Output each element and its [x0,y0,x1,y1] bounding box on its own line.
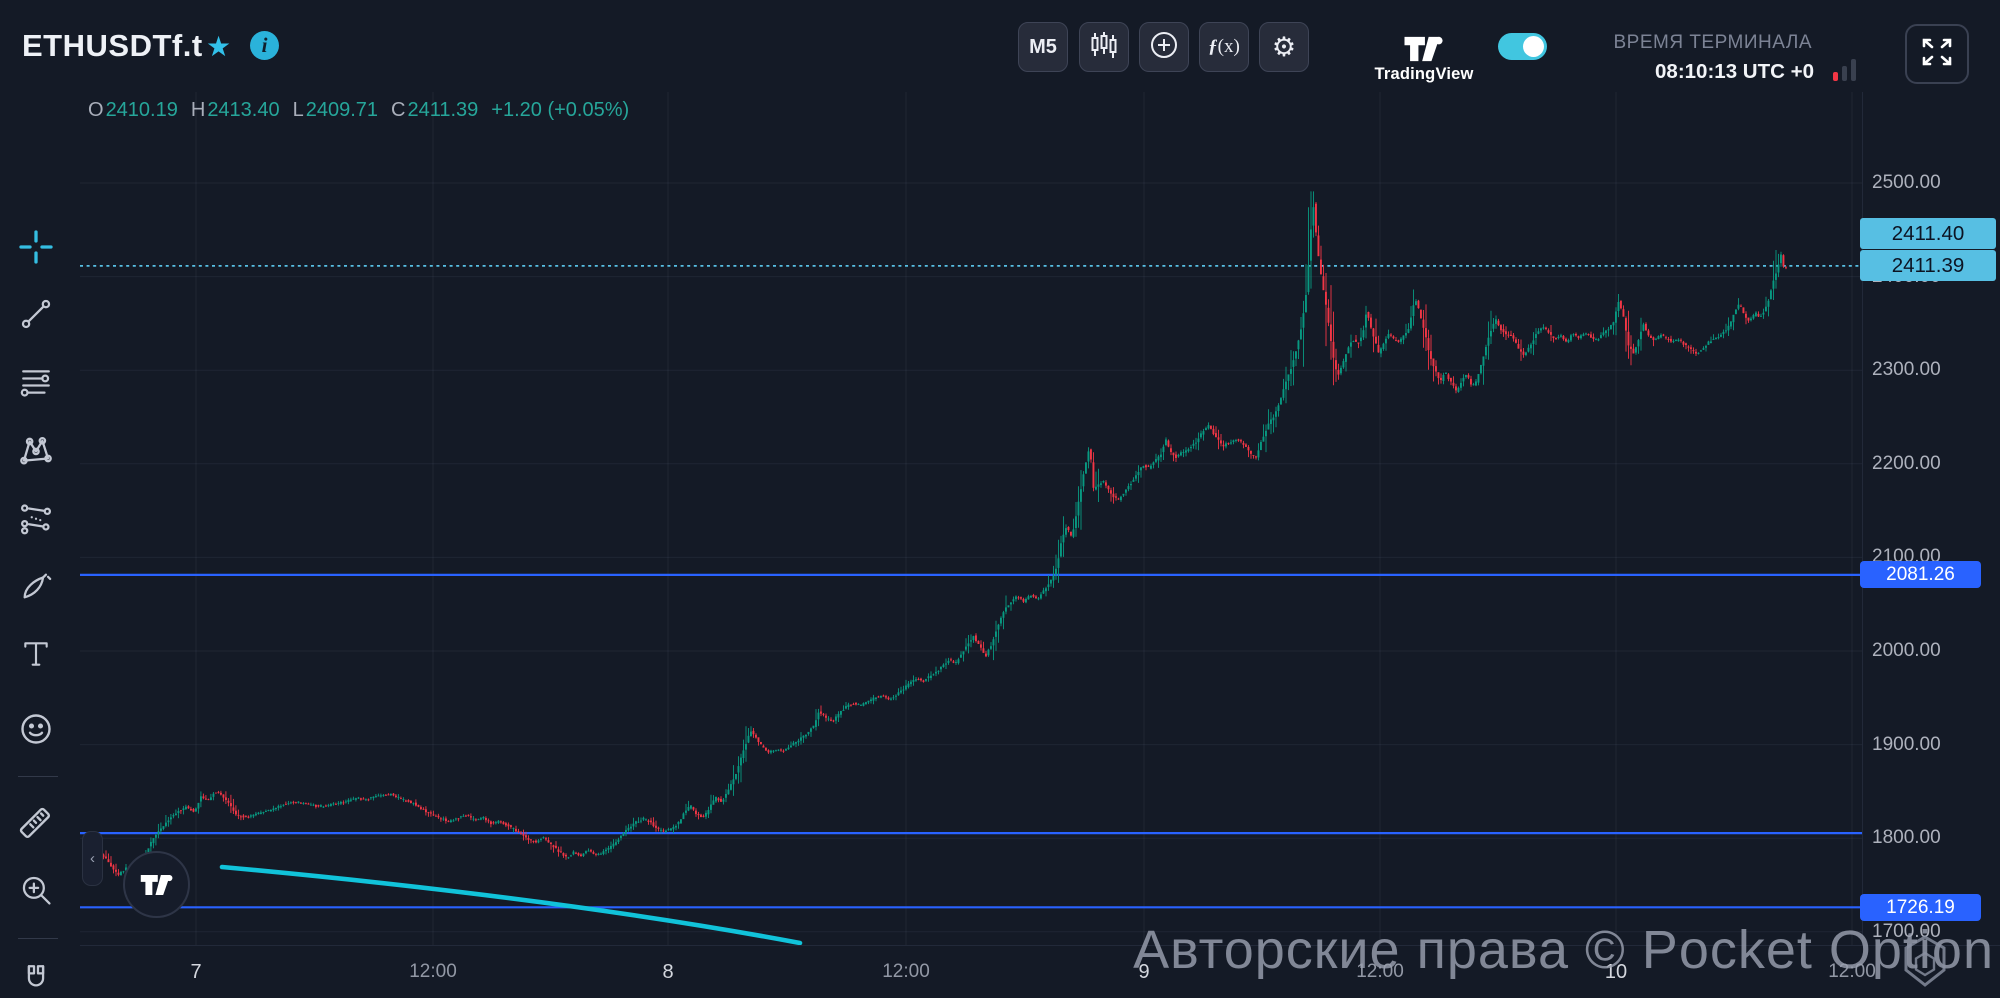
plus-circle-icon [1148,29,1180,66]
fib-retracement-icon [20,370,50,397]
gear-icon: ⚙ [1271,31,1297,62]
tool-fib-retracement[interactable] [14,360,58,404]
tool-zoom-in[interactable] [14,868,58,912]
emoji-icon [21,714,51,744]
current-ask-price-label: 2411.40 [1860,217,1996,249]
favorite-star-icon[interactable]: ★ [206,31,232,62]
chart-style-button[interactable] [1079,22,1129,72]
level-price-label: 2081.26 [1860,561,1981,589]
xabcd-pattern-icon [20,436,52,465]
price-tick: 2500.00 [1872,172,1941,193]
time-tick: 12:00 [1828,961,1876,982]
tool-magnet[interactable] [14,957,58,998]
top-bar: ETHUSDTf.t ★ i M5 [0,0,2000,92]
toolbar-divider [18,938,58,939]
tool-xabcd-pattern[interactable] [14,428,58,472]
time-tick: 12:00 [1356,961,1404,982]
info-icon[interactable]: i [250,31,279,60]
price-tick: 1900.00 [1872,733,1941,755]
pocket-option-hexagon-icon [1899,933,1951,994]
magnet-icon [27,965,45,987]
trend-line-icon [21,299,51,329]
zoom-in-icon [22,876,51,905]
fullscreen-button[interactable] [1905,24,1969,84]
tradingview-label: TradingView [1374,65,1474,83]
symbol-title[interactable]: ETHUSDTf.t [22,28,203,63]
price-tick: 1800.00 [1872,827,1941,849]
settings-button[interactable]: ⚙ [1259,22,1309,72]
price-tick: 2000.00 [1872,640,1941,661]
tool-trend-line[interactable] [14,292,58,336]
low-value: 2409.71 [305,99,379,121]
tradingview-mark-icon [1402,36,1446,62]
sidebar-collapse-handle[interactable]: ‹ [82,831,103,886]
time-tick: 8 [662,961,674,983]
ohlc-legend: O 2410.19 H 2413.40 L 2409.71 C 2411.39 +1.2… [88,99,630,121]
tool-text-tool[interactable] [14,632,58,676]
time-tick: 7 [190,961,202,983]
time-tick: 12:00 [882,961,930,982]
copyright-watermark: Авторские права © Pocket Option [1133,920,1994,980]
tradingview-watermark-icon [123,851,190,918]
indicators-button[interactable]: ƒ(x) [1199,22,1249,72]
tool-ruler[interactable] [14,802,58,846]
crosshair-icon [19,230,53,264]
add-button[interactable] [1139,22,1189,72]
change-value: +1.20 (+0.05%) [491,99,630,121]
price-tick: 2200.00 [1872,452,1941,474]
tool-forecast[interactable] [14,496,58,540]
terminal-time-value: 08:10:13 UTC +0 [1655,60,1814,83]
level-price-label: 1726.19 [1860,893,1981,921]
tool-brush[interactable] [14,564,58,608]
toolbar-divider [18,776,58,777]
time-tick: 10 [1604,961,1628,983]
time-tick: 9 [1138,961,1150,983]
forecast-icon [20,504,52,535]
price-tick: 2300.00 [1872,359,1941,381]
price-axis-separator [1862,92,1863,945]
drawing-toolbar [0,92,80,998]
tradingview-toggle[interactable] [1498,33,1547,60]
terminal-time-label: ВРЕМЯ ТЕРМИНАЛА [1613,32,1812,53]
tool-crosshair[interactable] [14,225,58,269]
close-value: 2411.39 [407,99,479,121]
connection-signal-icon [1833,55,1861,81]
time-tick: 12:00 [409,961,457,982]
fx-icon: ƒ(x) [1208,36,1240,57]
timeframe-button[interactable]: M5 [1018,22,1068,72]
tool-emoji[interactable] [14,707,58,751]
toggle-knob [1523,36,1544,57]
text-tool-icon [24,642,48,666]
tradingview-logo[interactable]: TradingView [1368,36,1480,84]
ruler-icon [19,807,51,839]
current-price-label: 2411.39 [1860,250,1996,282]
time-axis-separator [80,945,2000,946]
expand-arrows-icon [1920,36,1954,73]
candles-icon [1089,30,1119,65]
open-value: 2410.19 [105,99,178,121]
high-value: 2413.40 [207,99,280,121]
brush-icon [23,573,52,599]
